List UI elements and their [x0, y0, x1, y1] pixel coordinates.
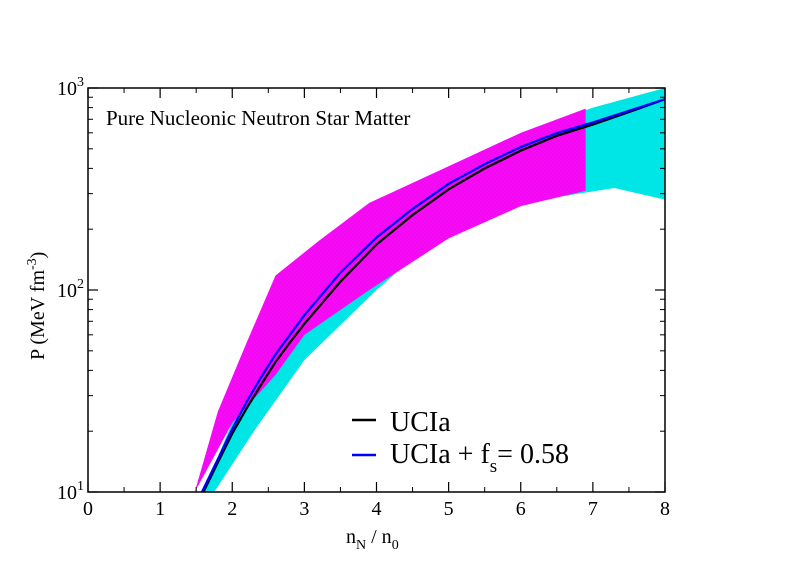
series-line-ucia: [202, 98, 665, 492]
x-tick-label: 3: [299, 498, 309, 520]
axes-layer: 0 1 2 3 4 5 6 7 8 101 102 103: [57, 75, 670, 520]
y-tick-label: 102: [57, 277, 84, 302]
legend: UCIa UCIa + fs= 0.58: [352, 407, 569, 477]
band-magenta: [194, 108, 586, 492]
series-layer: [200, 98, 665, 492]
x-tick-label: 0: [83, 498, 93, 520]
x-tick-label: 8: [660, 498, 670, 520]
legend-label-ucia: UCIa: [390, 407, 451, 438]
legend-label-ucia-fs: UCIa + fs= 0.58: [390, 439, 569, 477]
series-line-ucia-fs: [200, 98, 665, 492]
x-axis-label: nN / n0: [346, 526, 399, 553]
x-tick-label: 6: [516, 498, 526, 520]
x-tick-label: 5: [444, 498, 454, 520]
x-tick-label: 4: [372, 498, 382, 520]
chart-title: Pure Nucleonic Neutron Star Matter: [106, 106, 410, 130]
y-tick-label: 103: [57, 75, 84, 100]
x-tick-label: 7: [588, 498, 598, 520]
x-tick-label: 2: [227, 498, 237, 520]
x-tick-label: 1: [155, 498, 165, 520]
y-axis-label: P (MeV fm-3): [25, 252, 49, 360]
y-tick-label: 101: [57, 479, 84, 504]
bands-layer: [194, 88, 665, 492]
